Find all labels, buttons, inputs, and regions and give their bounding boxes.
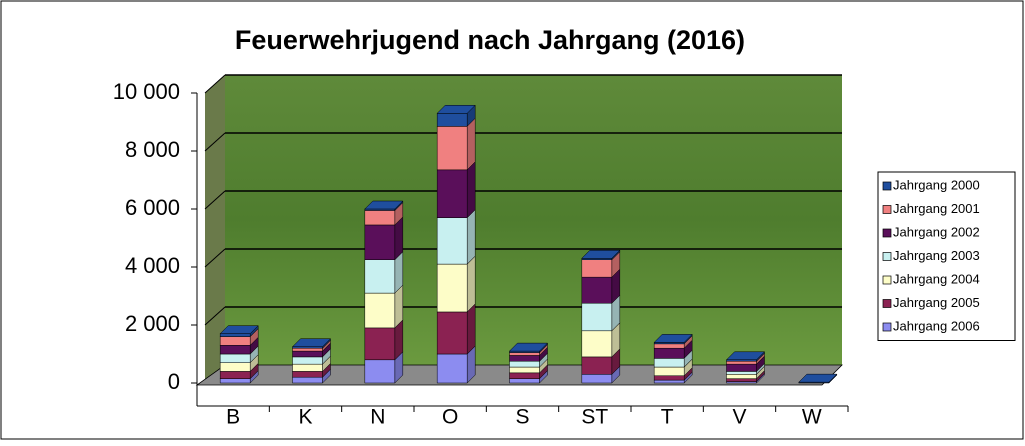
bar-segment (365, 328, 395, 360)
bar-segment (510, 355, 540, 361)
bar-segment (293, 351, 323, 357)
bar-segment (293, 364, 323, 371)
chart: Feuerwehrjugend nach Jahrgang (2016) 0 2 … (0, 0, 1025, 441)
x-tick-label: ST (581, 406, 608, 429)
bar-segment (220, 371, 250, 378)
bar-segment (437, 354, 467, 383)
y-tick-label: 2 000 (125, 311, 180, 336)
bar-segment (365, 360, 395, 383)
back-wall (225, 75, 842, 365)
bar-segment (437, 218, 467, 264)
bar-segment (582, 331, 612, 357)
bar-side (467, 118, 475, 170)
bar-segment (293, 371, 323, 377)
legend-label: Jahrgang 2002 (893, 224, 980, 239)
bar-segment (582, 357, 612, 374)
x-tick-label: O (442, 406, 458, 429)
x-tick-label: W (802, 406, 822, 429)
y-tick-label: 4 000 (125, 253, 180, 278)
bar-segment (220, 354, 250, 363)
bar-segment (727, 371, 757, 374)
bar-side (467, 162, 475, 218)
bar-segment (727, 364, 757, 371)
x-tick-label: V (732, 406, 746, 429)
y-tick-label: 10 000 (113, 79, 180, 104)
legend-label: Jahrgang 2000 (893, 177, 980, 192)
legend-label: Jahrgang 2004 (893, 271, 980, 286)
bar-segment (654, 358, 684, 367)
legend-label: Jahrgang 2003 (893, 248, 980, 263)
x-tick-label: T (661, 406, 674, 429)
bar-side (467, 256, 475, 312)
y-tick-label: 0 (168, 369, 180, 394)
legend-label: Jahrgang 2006 (893, 318, 980, 333)
legend: Jahrgang 2000 Jahrgang 2001 Jahrgang 2002 J… (878, 172, 1015, 341)
bar-segment (510, 353, 540, 356)
legend-label: Jahrgang 2005 (893, 295, 980, 310)
bar-segment (510, 361, 540, 367)
bar-segment (365, 293, 395, 328)
y-tick-label: 8 000 (125, 137, 180, 162)
legend-swatch (883, 206, 891, 214)
bar-segment (582, 277, 612, 303)
bar-segment (365, 225, 395, 260)
bar-segment (220, 363, 250, 372)
bar-segment (437, 264, 467, 312)
bar-side (467, 210, 475, 264)
bar-segment (220, 379, 250, 383)
chart-title: Feuerwehrjugend nach Jahrgang (2016) (235, 25, 745, 55)
bar-segment (510, 373, 540, 379)
bar-side (467, 304, 475, 354)
bar-segment (220, 345, 250, 354)
bar-segment (510, 379, 540, 383)
bar-segment (654, 344, 684, 348)
bar-segment (654, 376, 684, 380)
bar-segment (293, 357, 323, 364)
bar-segment (220, 334, 250, 337)
bar-segment (437, 170, 467, 218)
bar-segment (582, 374, 612, 383)
bar-segment (727, 374, 757, 378)
x-tick-label: B (226, 406, 240, 429)
legend-label: Jahrgang 2001 (893, 201, 980, 216)
bar-segment (437, 312, 467, 354)
bar-segment (582, 303, 612, 331)
legend-swatch (883, 229, 891, 237)
bar-segment (437, 126, 467, 170)
legend-swatch (883, 300, 891, 308)
bar-segment (654, 380, 684, 383)
bar-segment (437, 113, 467, 126)
bar-segment (510, 367, 540, 373)
legend-swatch (883, 323, 891, 331)
bar-segment (582, 260, 612, 277)
bar-segment (365, 210, 395, 225)
x-tick-label: S (515, 406, 529, 429)
bar-segment (220, 337, 250, 346)
legend-swatch (883, 276, 891, 284)
bar-segment (293, 377, 323, 383)
bar-segment (654, 367, 684, 376)
legend-swatch (883, 253, 891, 261)
bar-segment (365, 260, 395, 293)
x-tick-label: N (370, 406, 385, 429)
bar-segment (727, 361, 757, 364)
bar-segment (727, 379, 757, 382)
bar-segment (654, 348, 684, 358)
x-tick-label: K (298, 406, 312, 429)
bar-segment (293, 348, 323, 351)
legend-swatch (883, 182, 891, 190)
plot-area: 0 2 000 4 000 6 000 8 000 10 000 B K N O S ST T V W (113, 75, 848, 429)
y-tick-label: 6 000 (125, 195, 180, 220)
